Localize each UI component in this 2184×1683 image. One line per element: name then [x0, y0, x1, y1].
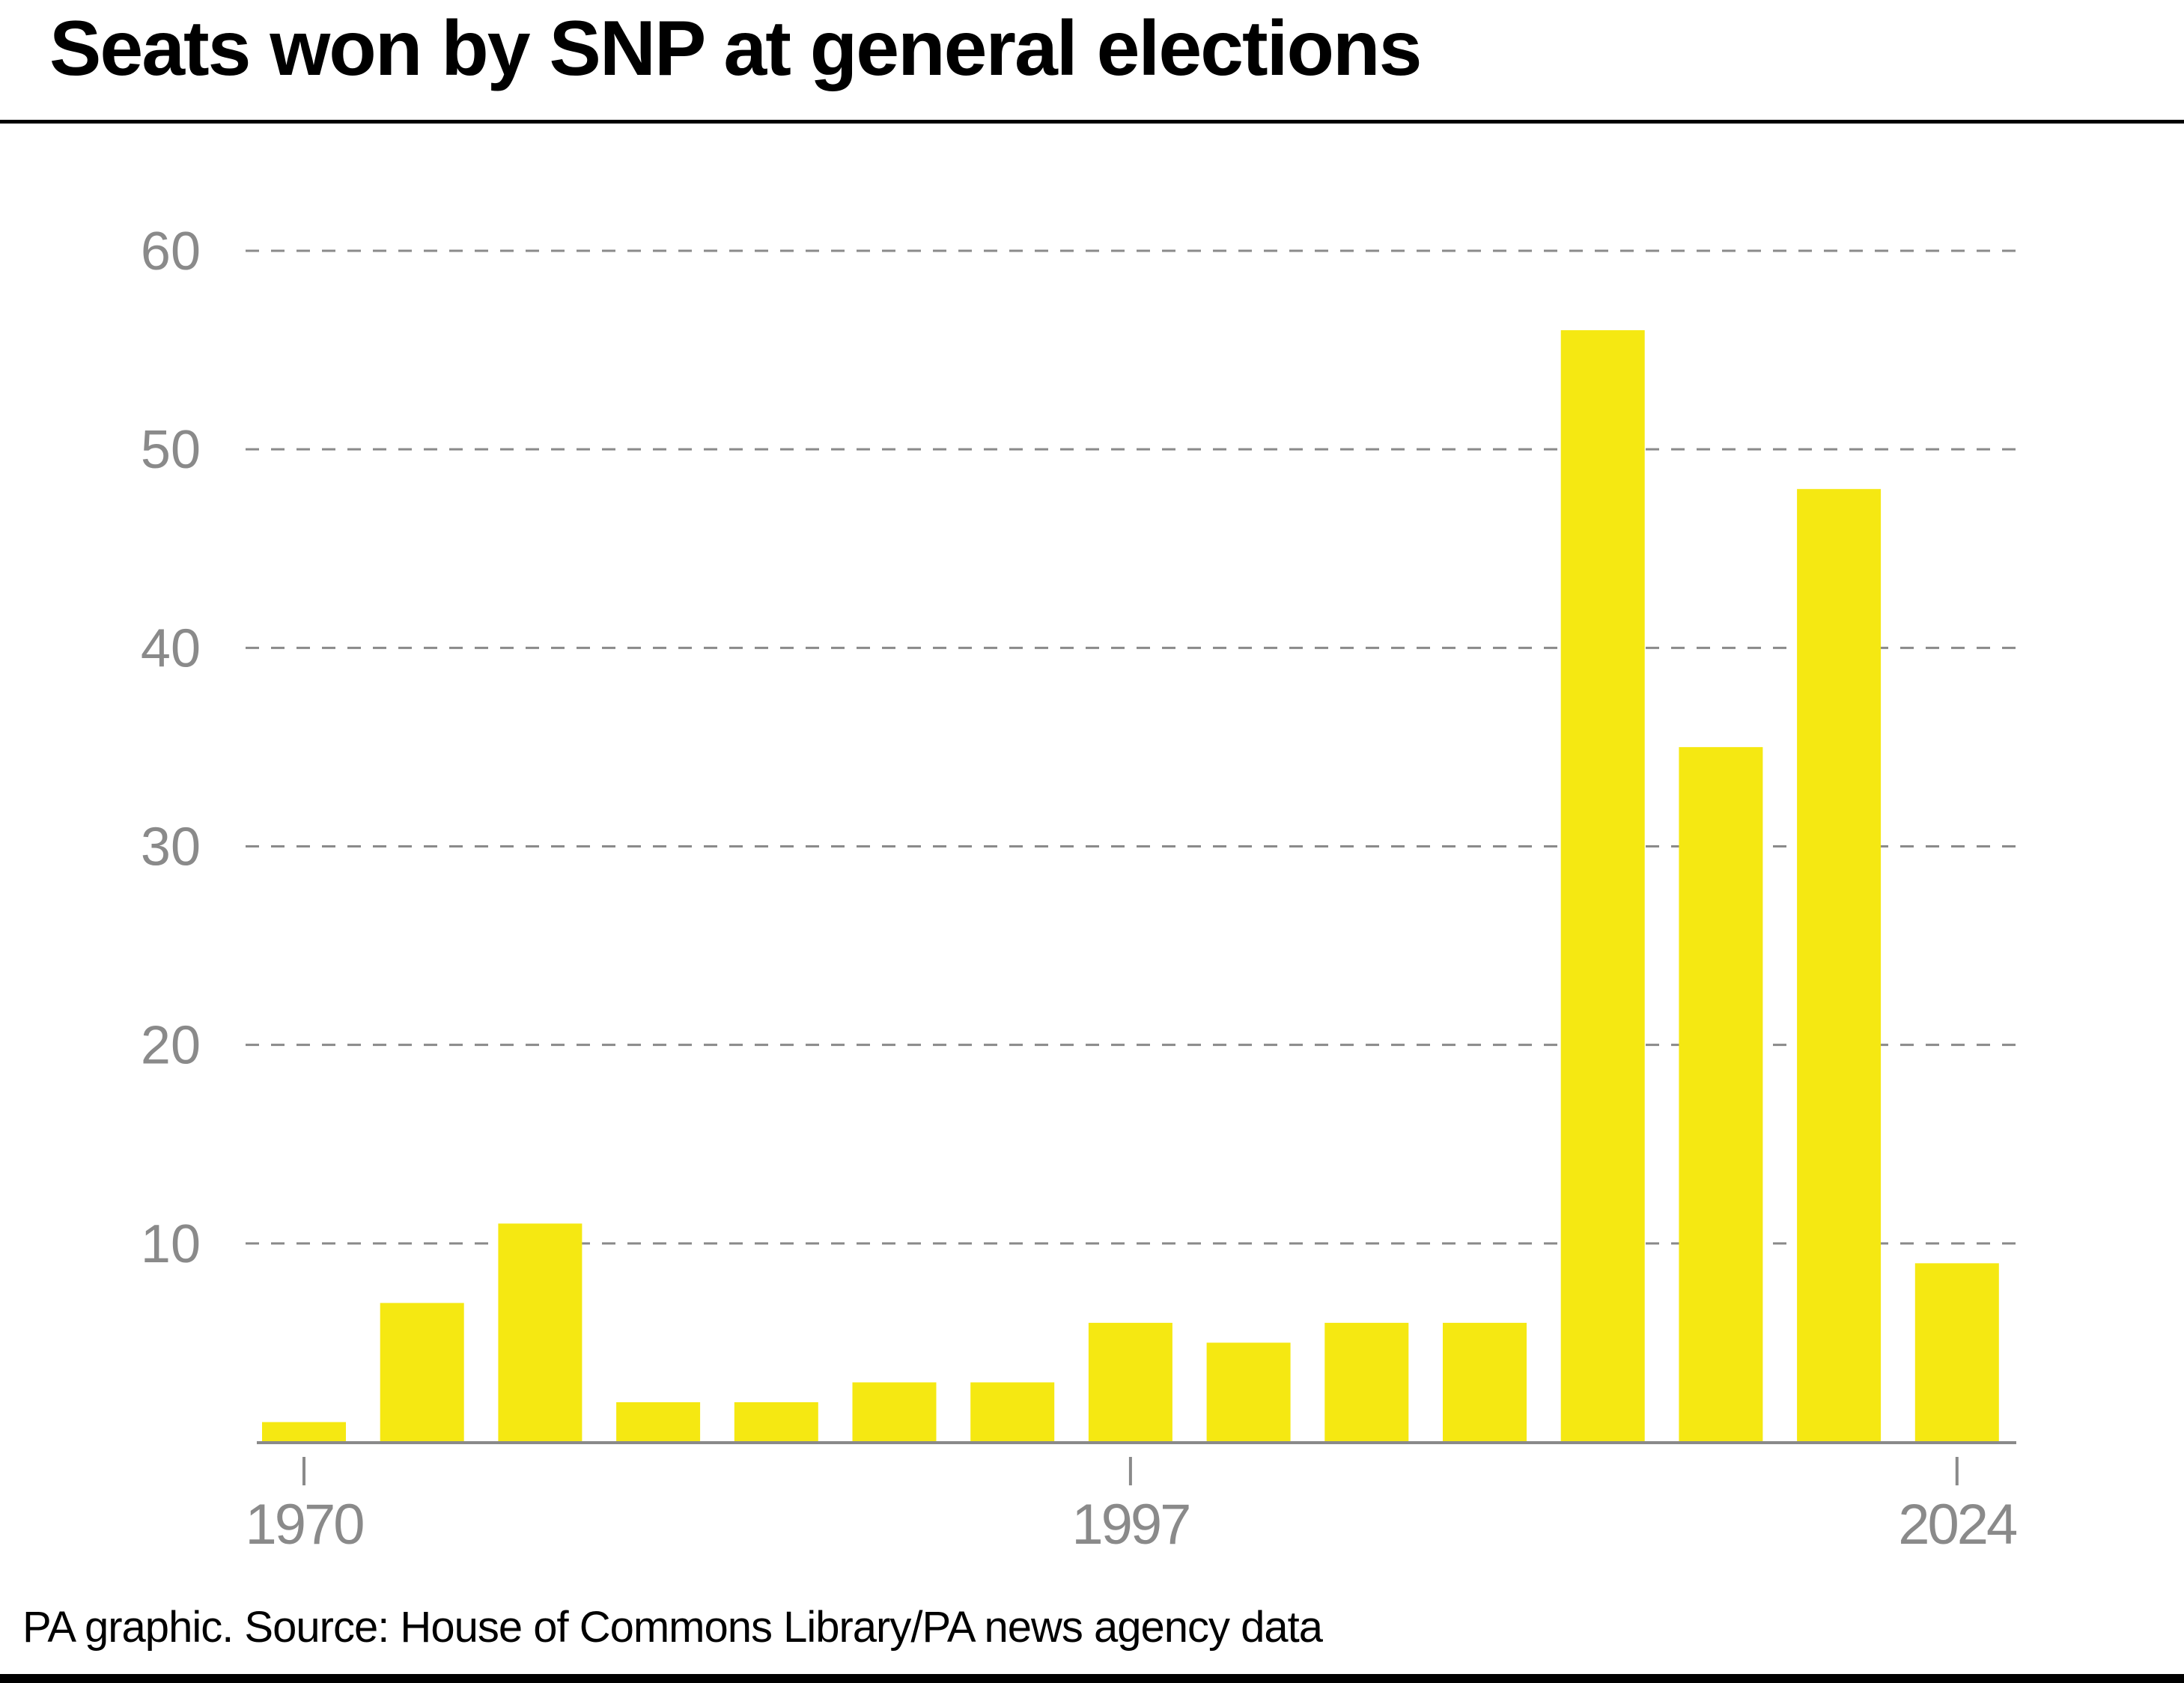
chart-title: Seats won by SNP at general elections — [49, 5, 1422, 92]
y-tick-label-40: 40 — [141, 618, 201, 678]
bottom-divider — [0, 1674, 2184, 1683]
bar-1974-oct — [498, 1223, 582, 1442]
bar-2019 — [1797, 489, 1882, 1443]
y-tick-label-30: 30 — [141, 818, 201, 877]
title-divider — [0, 120, 2184, 124]
bar-1987 — [852, 1382, 937, 1442]
bar-2024 — [1914, 1263, 1999, 1442]
bar-2005 — [1324, 1322, 1409, 1442]
x-tick-label-2024: 2024 — [1898, 1493, 2017, 1556]
tick-labels: 10 20 30 40 50 60 1970 1997 2024 — [141, 222, 2019, 1556]
bar-2017 — [1679, 746, 1763, 1442]
bar-2001 — [1206, 1342, 1291, 1442]
bar-1997 — [1088, 1322, 1172, 1442]
bar-1979 — [616, 1402, 701, 1442]
bar-1974-feb — [380, 1303, 464, 1442]
bar-1992 — [970, 1382, 1055, 1442]
bar-1983 — [734, 1402, 818, 1442]
x-tick-label-1970: 1970 — [245, 1493, 363, 1556]
y-tick-label-50: 50 — [141, 420, 201, 480]
x-axis — [257, 1441, 2016, 1485]
x-tick-label-1997: 1997 — [1071, 1493, 1189, 1556]
y-tick-label-10: 10 — [141, 1214, 201, 1274]
bars — [262, 330, 1999, 1443]
y-tick-label-20: 20 — [141, 1016, 201, 1076]
bar-2010 — [1443, 1322, 1527, 1442]
source-note: PA graphic. Source: House of Commons Lib… — [22, 1603, 1323, 1652]
bar-2015 — [1560, 330, 1645, 1443]
bar-1970 — [262, 1422, 346, 1442]
y-tick-label-60: 60 — [141, 222, 201, 281]
